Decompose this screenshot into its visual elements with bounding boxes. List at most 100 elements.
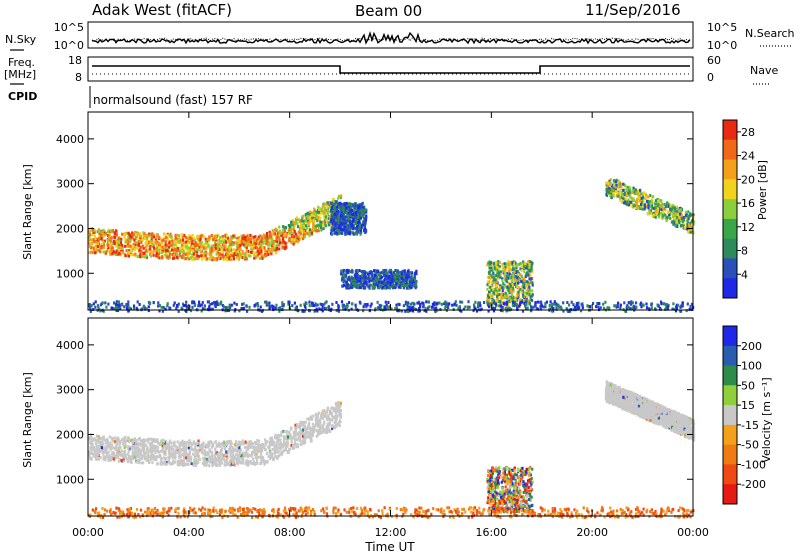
power-ytick-label: 1000 (56, 267, 84, 280)
power-echo-cell (196, 254, 198, 257)
power-echo-cell (632, 197, 634, 200)
power-echo-cell (268, 302, 270, 305)
power-ytick-label: 4000 (56, 133, 84, 146)
power-echo-cell (387, 301, 389, 304)
power-echo-cell (289, 239, 291, 242)
power-echo-cell (389, 287, 391, 290)
power-echo-cell (113, 302, 115, 305)
power-echo-cell (218, 256, 220, 259)
power-echo-cell (105, 306, 107, 309)
power-echo-cell (351, 270, 353, 273)
power-echo-cell (116, 300, 118, 303)
power-echo-cell (492, 281, 494, 284)
power-echo-cell (504, 268, 506, 271)
power-echo-cell (428, 300, 430, 303)
power-echo-cell (364, 272, 366, 275)
power-echo-cell (354, 282, 356, 285)
power-echo-cell (244, 238, 246, 241)
velocity-echo-cell (268, 447, 270, 450)
power-echo-cell (628, 301, 630, 304)
power-echo-cell (193, 237, 195, 240)
power-echo-cell (360, 203, 362, 206)
power-echo-cell (525, 303, 527, 306)
power-echo-cell (359, 226, 361, 229)
power-echo-cell (312, 223, 314, 226)
power-echo-cell (407, 270, 409, 273)
power-echo-cell (100, 247, 102, 250)
power-echo-cell (339, 226, 341, 229)
power-echo-cell (666, 219, 668, 222)
power-echo-cell (499, 261, 501, 264)
velocity-echo-cell (242, 439, 244, 442)
power-echo-cell (610, 183, 612, 186)
power-echo-cell (88, 304, 90, 307)
power-echo-cell (190, 256, 192, 259)
power-echo-cell (142, 245, 144, 248)
power-echo-cell (372, 281, 374, 284)
power-echo-cell (196, 257, 198, 260)
power-echo-cell (187, 246, 189, 249)
power-echo-cell (175, 234, 177, 237)
velocity-echo-cell (163, 446, 165, 449)
power-echo-cell (345, 286, 347, 289)
power-echo-cell (381, 281, 383, 284)
power-echo-cell (168, 306, 170, 309)
power-echo-cell (301, 235, 303, 238)
power-echo-cell (546, 301, 548, 304)
velocity-echo-cell (114, 436, 116, 439)
power-echo-cell (250, 238, 252, 241)
power-colorbar-segment (723, 258, 737, 278)
power-echo-cell (409, 271, 411, 274)
power-echo-cell (175, 307, 177, 310)
power-echo-cell (253, 257, 255, 260)
power-echo-cell (238, 238, 240, 241)
power-echo-cell (176, 253, 178, 256)
power-echo-cell (89, 238, 91, 241)
power-echo-cell (319, 217, 321, 220)
power-echo-cell (491, 270, 493, 273)
power-echo-cell (499, 286, 501, 289)
power-echo-cell (630, 201, 632, 204)
power-colorbar-tick-label: 16 (741, 197, 755, 210)
power-echo-cell (295, 233, 297, 236)
power-echo-cell (120, 238, 122, 241)
power-echo-cell (357, 230, 359, 233)
power-echo-cell (535, 301, 537, 304)
power-echo-cell (496, 284, 498, 287)
power-echo-cell (666, 216, 668, 219)
power-echo-cell (323, 227, 325, 230)
power-echo-cell (357, 270, 359, 273)
power-echo-cell (384, 269, 386, 272)
power-echo-cell (232, 234, 234, 237)
power-echo-cell (467, 300, 469, 303)
nave-tick-bottom: 0 (707, 71, 714, 84)
velocity-echo-cell (266, 452, 268, 455)
power-echo-cell (353, 206, 355, 209)
power-echo-cell (292, 234, 294, 237)
power-echo-cell (229, 247, 231, 250)
power-echo-cell (166, 252, 168, 255)
power-echo-cell (89, 245, 91, 248)
power-echo-cell (226, 234, 228, 237)
power-echo-cell (194, 242, 196, 245)
power-echo-cell (520, 280, 522, 283)
power-echo-cell (275, 304, 277, 307)
power-echo-cell (343, 304, 345, 307)
power-echo-cell (215, 244, 217, 247)
power-echo-cell (613, 183, 615, 186)
cpid-value: normalsound (fast) 157 RF (93, 93, 253, 107)
power-echo-cell (96, 241, 98, 244)
power-echo-cell (179, 254, 181, 257)
power-echo-cell (179, 250, 181, 253)
power-echo-cell (369, 287, 371, 290)
power-echo-cell (643, 191, 645, 194)
power-echo-cell (529, 302, 531, 305)
power-echo-cell (100, 234, 102, 237)
power-echo-cell (512, 274, 514, 277)
power-echo-cell (192, 234, 194, 237)
power-echo-cell (409, 278, 411, 281)
power-echo-cell (576, 304, 578, 307)
power-echo-cell (642, 208, 644, 211)
power-echo-cell (135, 233, 137, 236)
power-echo-cell (612, 195, 614, 198)
